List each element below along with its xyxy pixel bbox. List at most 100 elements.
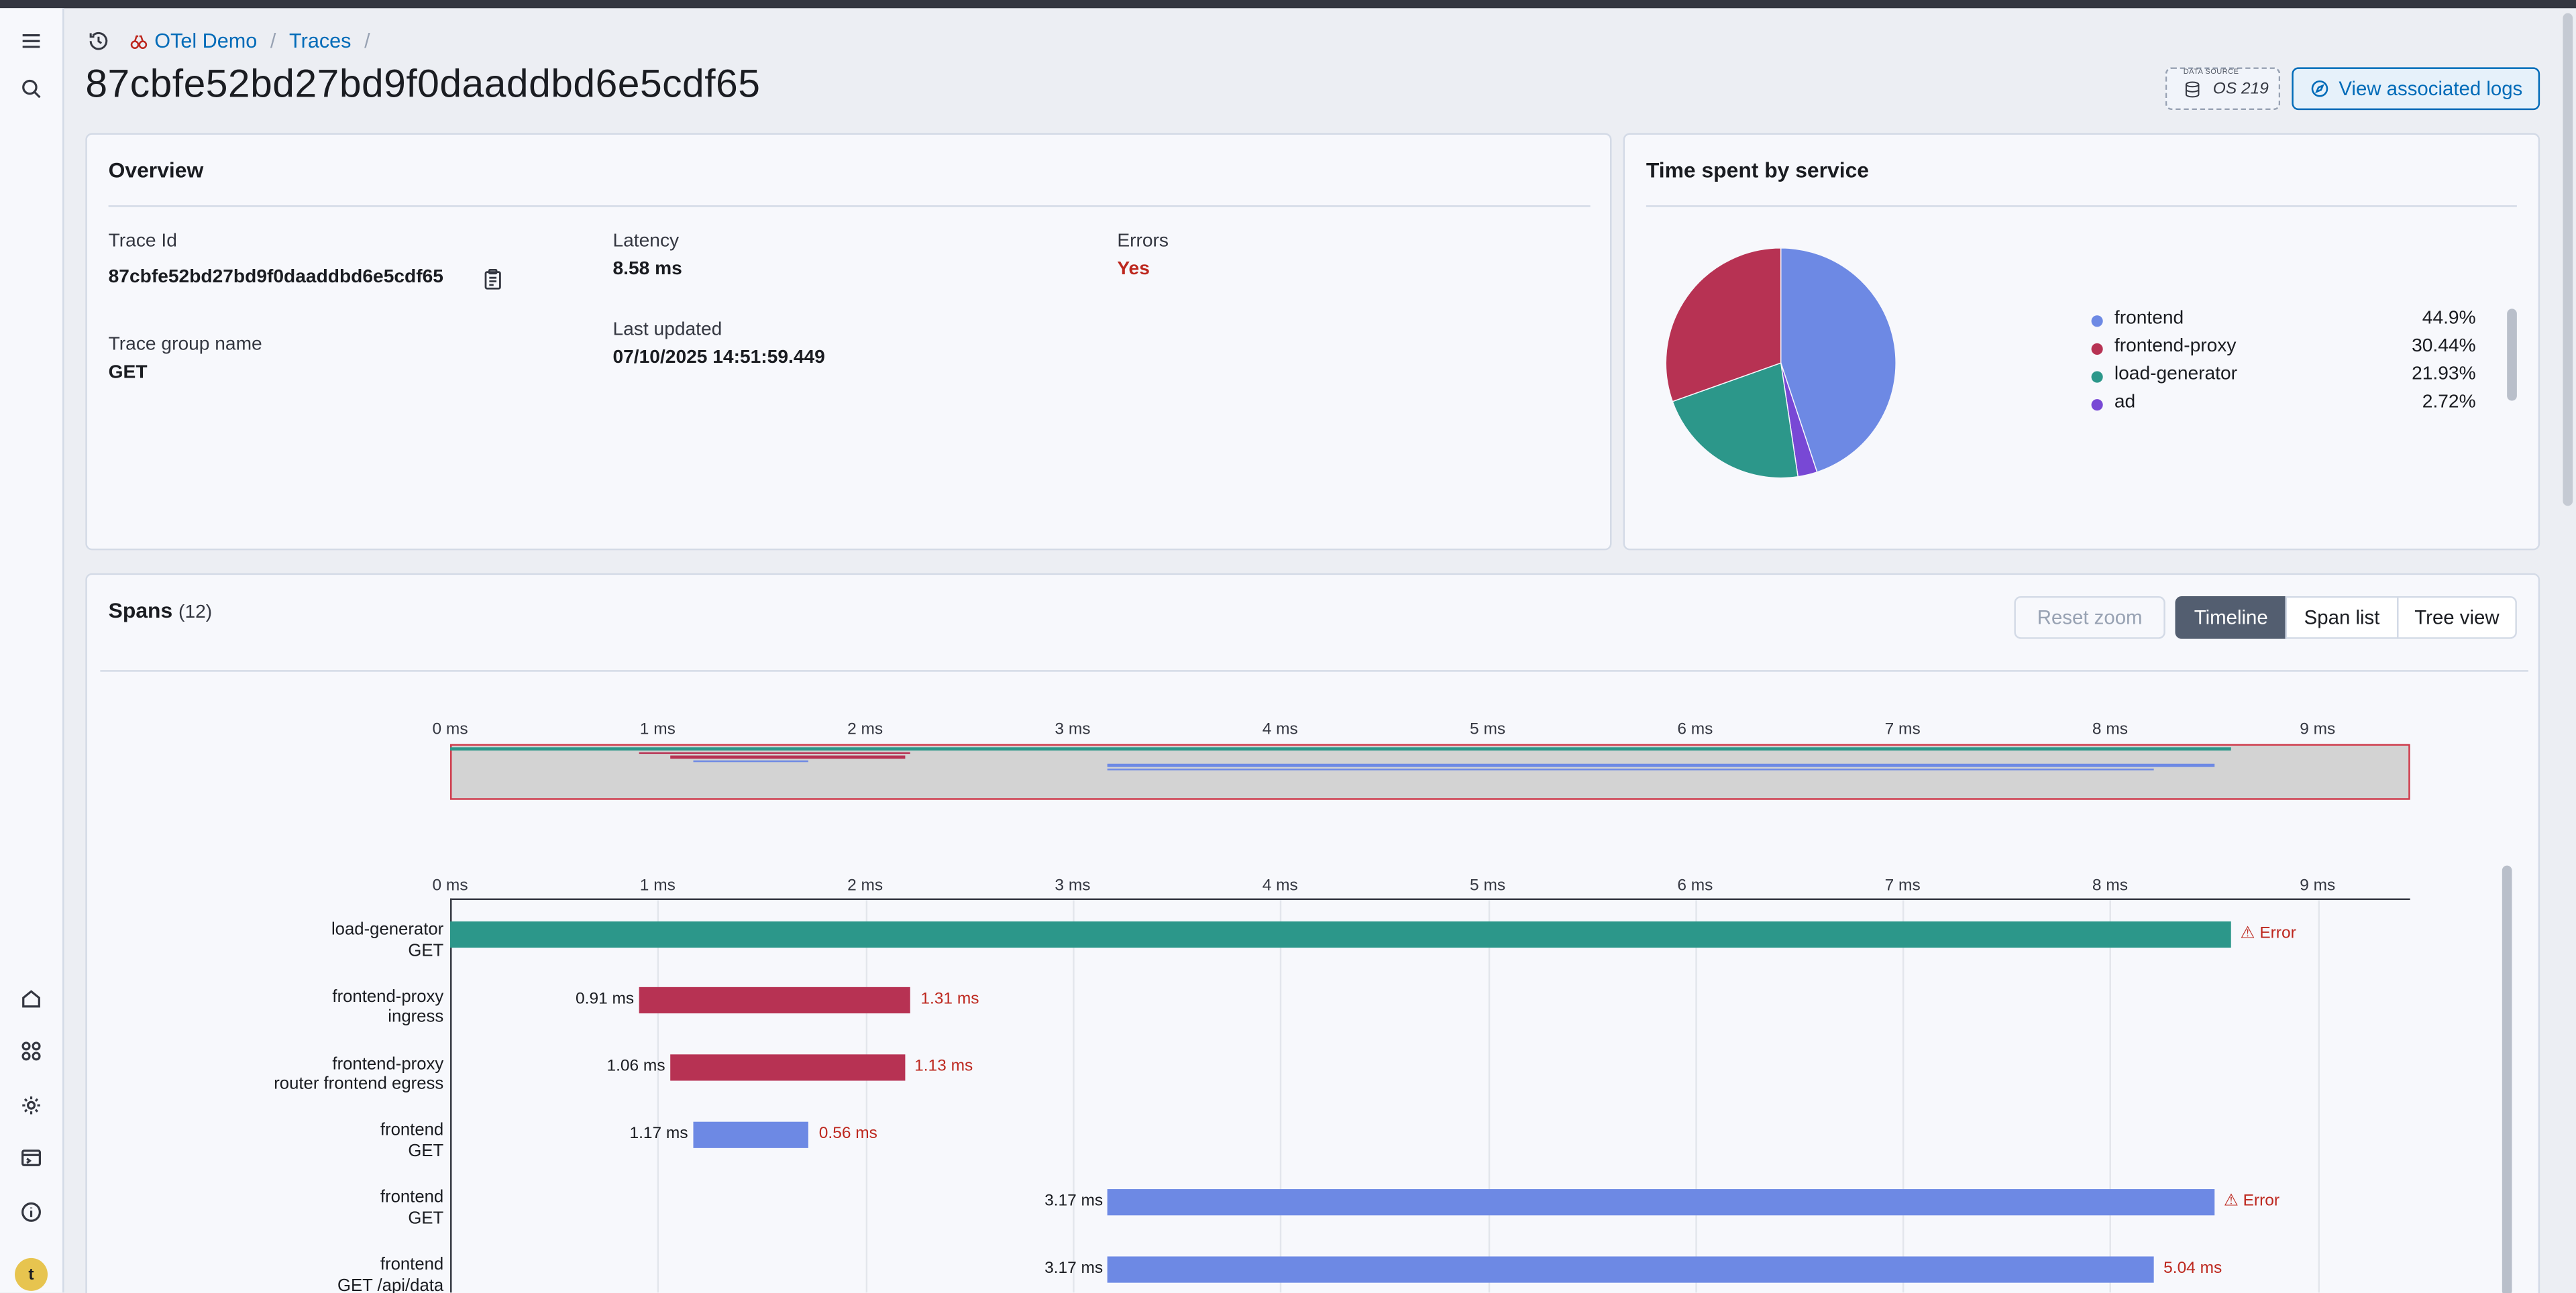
mini-map-span: [639, 751, 911, 754]
axis-tick-label: 0 ms: [432, 877, 468, 895]
span-bar[interactable]: [450, 920, 2231, 947]
gridline: [865, 900, 867, 1293]
tab-label: Span list: [2304, 606, 2380, 629]
side-nav: t: [0, 8, 64, 1293]
legend-name: ad: [2114, 392, 2136, 412]
span-operation: GET /api/data: [337, 1275, 444, 1293]
divider: [1646, 205, 2517, 207]
avatar[interactable]: t: [15, 1257, 48, 1291]
mini-map-span: [692, 759, 810, 763]
legend-item[interactable]: load-generator 21.93%: [2091, 364, 2476, 388]
span-operation: GET: [408, 1141, 444, 1162]
axis-tick-label: 8 ms: [2092, 721, 2129, 740]
overview-title: Overview: [108, 158, 204, 182]
axis-tick-label: 1 ms: [639, 721, 676, 740]
span-error-label: ⚠ Error: [2240, 923, 2296, 942]
gridline: [1487, 900, 1490, 1293]
legend-dot: [2091, 399, 2103, 411]
legend-dot: [2091, 371, 2103, 383]
breadcrumb-label: OTel Demo: [154, 30, 258, 53]
tab-label: Timeline: [2194, 606, 2268, 629]
tab-timeline[interactable]: Timeline: [2175, 596, 2288, 639]
timeline-y-axis-line: [450, 898, 452, 1293]
trace-id-value: 87cbfe52bd27bd9f0daaddbd6e5cdf65: [108, 268, 443, 288]
data-source-caption: DATA SOURCE: [2183, 67, 2239, 76]
time-by-service-title: Time spent by service: [1646, 158, 1870, 182]
axis-tick-label: 2 ms: [847, 721, 883, 740]
span-operation: GET: [408, 940, 444, 960]
page-scrollbar[interactable]: [2563, 13, 2573, 506]
mini-map-span: [1108, 763, 2214, 767]
apps-icon[interactable]: [18, 1038, 44, 1064]
search-icon[interactable]: [18, 76, 44, 102]
legend-name: load-generator: [2114, 364, 2238, 385]
spans-count: (12): [178, 602, 213, 623]
menu-icon[interactable]: [18, 28, 44, 54]
legend-item[interactable]: frontend-proxy 30.44%: [2091, 337, 2476, 359]
time-by-service-pie-chart: [1666, 247, 1896, 478]
span-row-label[interactable]: frontend GET: [380, 1188, 443, 1229]
gridline: [1280, 900, 1282, 1293]
console-icon[interactable]: [18, 1145, 44, 1171]
gear-icon[interactable]: [18, 1092, 44, 1119]
compass-icon: [2310, 80, 2328, 97]
axis-tick-label: 0 ms: [432, 721, 468, 740]
axis-tick-label: 6 ms: [1677, 721, 1713, 740]
pie-slice-frontend-proxy[interactable]: [1666, 247, 1782, 402]
breadcrumb-traces[interactable]: Traces: [289, 30, 352, 53]
legend-item[interactable]: frontend 44.9%: [2091, 308, 2476, 331]
pie-slice-load-generator[interactable]: [1672, 362, 1799, 478]
trace-id-label: Trace Id: [108, 231, 177, 251]
tab-tree-view[interactable]: Tree view: [2397, 596, 2517, 639]
gridline: [1902, 900, 1904, 1293]
divider: [108, 205, 1591, 207]
view-associated-logs-button[interactable]: View associated logs: [2292, 67, 2540, 111]
breadcrumb-separator: /: [270, 30, 276, 53]
database-icon: [2185, 81, 2200, 98]
breadcrumb-otel-demo[interactable]: OTel Demo: [129, 30, 257, 52]
info-icon[interactable]: [18, 1199, 44, 1225]
span-bar[interactable]: [639, 987, 911, 1014]
span-service: frontend-proxy: [332, 1054, 444, 1074]
span-row-label[interactable]: frontend GET /api/data: [337, 1255, 443, 1293]
pie-slice-frontend[interactable]: [1780, 247, 1896, 473]
span-bar[interactable]: [692, 1121, 810, 1148]
span-bar[interactable]: [1108, 1255, 2154, 1282]
copy-icon[interactable]: [482, 268, 504, 290]
tab-span-list[interactable]: Span list: [2285, 596, 2399, 639]
span-row-label[interactable]: frontend-proxy ingress: [332, 987, 443, 1027]
legend-name: frontend-proxy: [2114, 337, 2237, 357]
span-service: frontend-proxy: [332, 987, 444, 1007]
span-start-label: 3.17 ms: [1044, 1192, 1104, 1211]
span-bar[interactable]: [1108, 1188, 2214, 1215]
legend-scrollbar[interactable]: [2507, 308, 2517, 401]
timeline-scrollbar[interactable]: [2502, 865, 2512, 1293]
axis-tick-label: 2 ms: [847, 877, 883, 895]
history-icon[interactable]: [87, 30, 110, 52]
axis-tick-label: 4 ms: [1262, 721, 1298, 740]
axis-tick-label: 7 ms: [1884, 721, 1921, 740]
span-row-label[interactable]: frontend-proxy router frontend egress: [274, 1054, 443, 1094]
span-bar[interactable]: [669, 1054, 905, 1081]
span-service: frontend: [380, 1121, 444, 1141]
breadcrumb: OTel Demo / Traces /: [87, 26, 370, 56]
span-row-label[interactable]: frontend GET: [380, 1121, 443, 1162]
legend-item[interactable]: ad 2.72%: [2091, 392, 2476, 415]
reset-zoom-button[interactable]: Reset zoom: [2014, 596, 2165, 639]
span-duration-label: 1.13 ms: [914, 1058, 973, 1076]
axis-tick-label: 5 ms: [1470, 721, 1506, 740]
axis-tick-label: 3 ms: [1055, 721, 1091, 740]
span-row-label[interactable]: load-generator GET: [331, 919, 443, 960]
span-operation: GET: [408, 1208, 444, 1229]
axis-tick-label: 5 ms: [1470, 877, 1506, 895]
data-source-badge[interactable]: DATA SOURCE OS 219: [2165, 67, 2281, 111]
home-icon[interactable]: [18, 985, 44, 1011]
legend-pct: 30.44%: [2412, 337, 2476, 357]
span-duration-label: 0.56 ms: [818, 1125, 877, 1143]
span-start-label: 3.17 ms: [1044, 1259, 1104, 1278]
last-updated-label: Last updated: [612, 320, 722, 340]
span-duration-label: 5.04 ms: [2163, 1259, 2222, 1278]
data-source-value: OS 219: [2212, 80, 2269, 99]
top-bar: [0, 0, 2576, 9]
axis-tick-label: 9 ms: [2300, 721, 2336, 740]
